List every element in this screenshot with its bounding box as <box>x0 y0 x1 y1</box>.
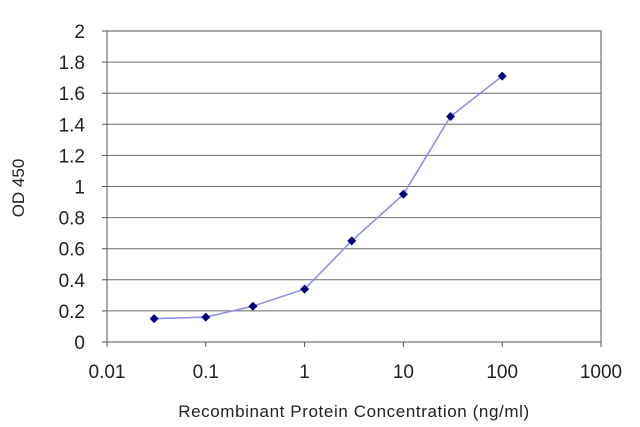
y-tick-label: 1.8 <box>59 53 85 74</box>
x-tick-label: 100 <box>486 362 518 383</box>
y-axis-title: OD 450 <box>9 159 28 218</box>
gridlines <box>107 61 601 312</box>
y-tick-label: 1.2 <box>59 146 85 167</box>
data-point <box>497 71 507 81</box>
data-point <box>201 312 211 322</box>
x-tick-label: 1000 <box>580 362 622 383</box>
x-axis-title: Recombinant Protein Concentration (ng/ml… <box>178 402 530 421</box>
data-point <box>248 301 258 311</box>
series-layer <box>149 71 507 324</box>
data-point <box>446 112 456 122</box>
y-tick-label: 0.2 <box>59 302 85 323</box>
y-tick-label: 1 <box>74 178 85 199</box>
x-tick-label: 1 <box>299 362 310 383</box>
x-tick-label: 10 <box>393 362 414 383</box>
y-tick-label: 0.4 <box>59 271 86 292</box>
y-tick-label: 2 <box>74 22 85 43</box>
x-tick-label: 0.1 <box>193 362 219 383</box>
y-tick-label: 1.4 <box>59 115 86 136</box>
x-tick-label: 0.01 <box>89 362 126 383</box>
y-axis-ticks: 0 0.2 0.4 0.6 0.8 1 1.2 1.4 1.6 1.8 2 <box>59 22 107 354</box>
series-line <box>154 75 503 320</box>
y-tick-label: 0.8 <box>59 209 85 230</box>
data-point <box>398 189 408 199</box>
data-point <box>149 314 159 324</box>
y-tick-label: 0 <box>74 333 85 354</box>
data-point <box>347 236 357 246</box>
y-tick-label: 1.6 <box>59 84 85 105</box>
x-axis-ticks: 0.01 0.1 1 10 100 1000 <box>89 342 622 383</box>
data-point <box>300 284 310 294</box>
y-tick-label: 0.6 <box>59 240 85 261</box>
